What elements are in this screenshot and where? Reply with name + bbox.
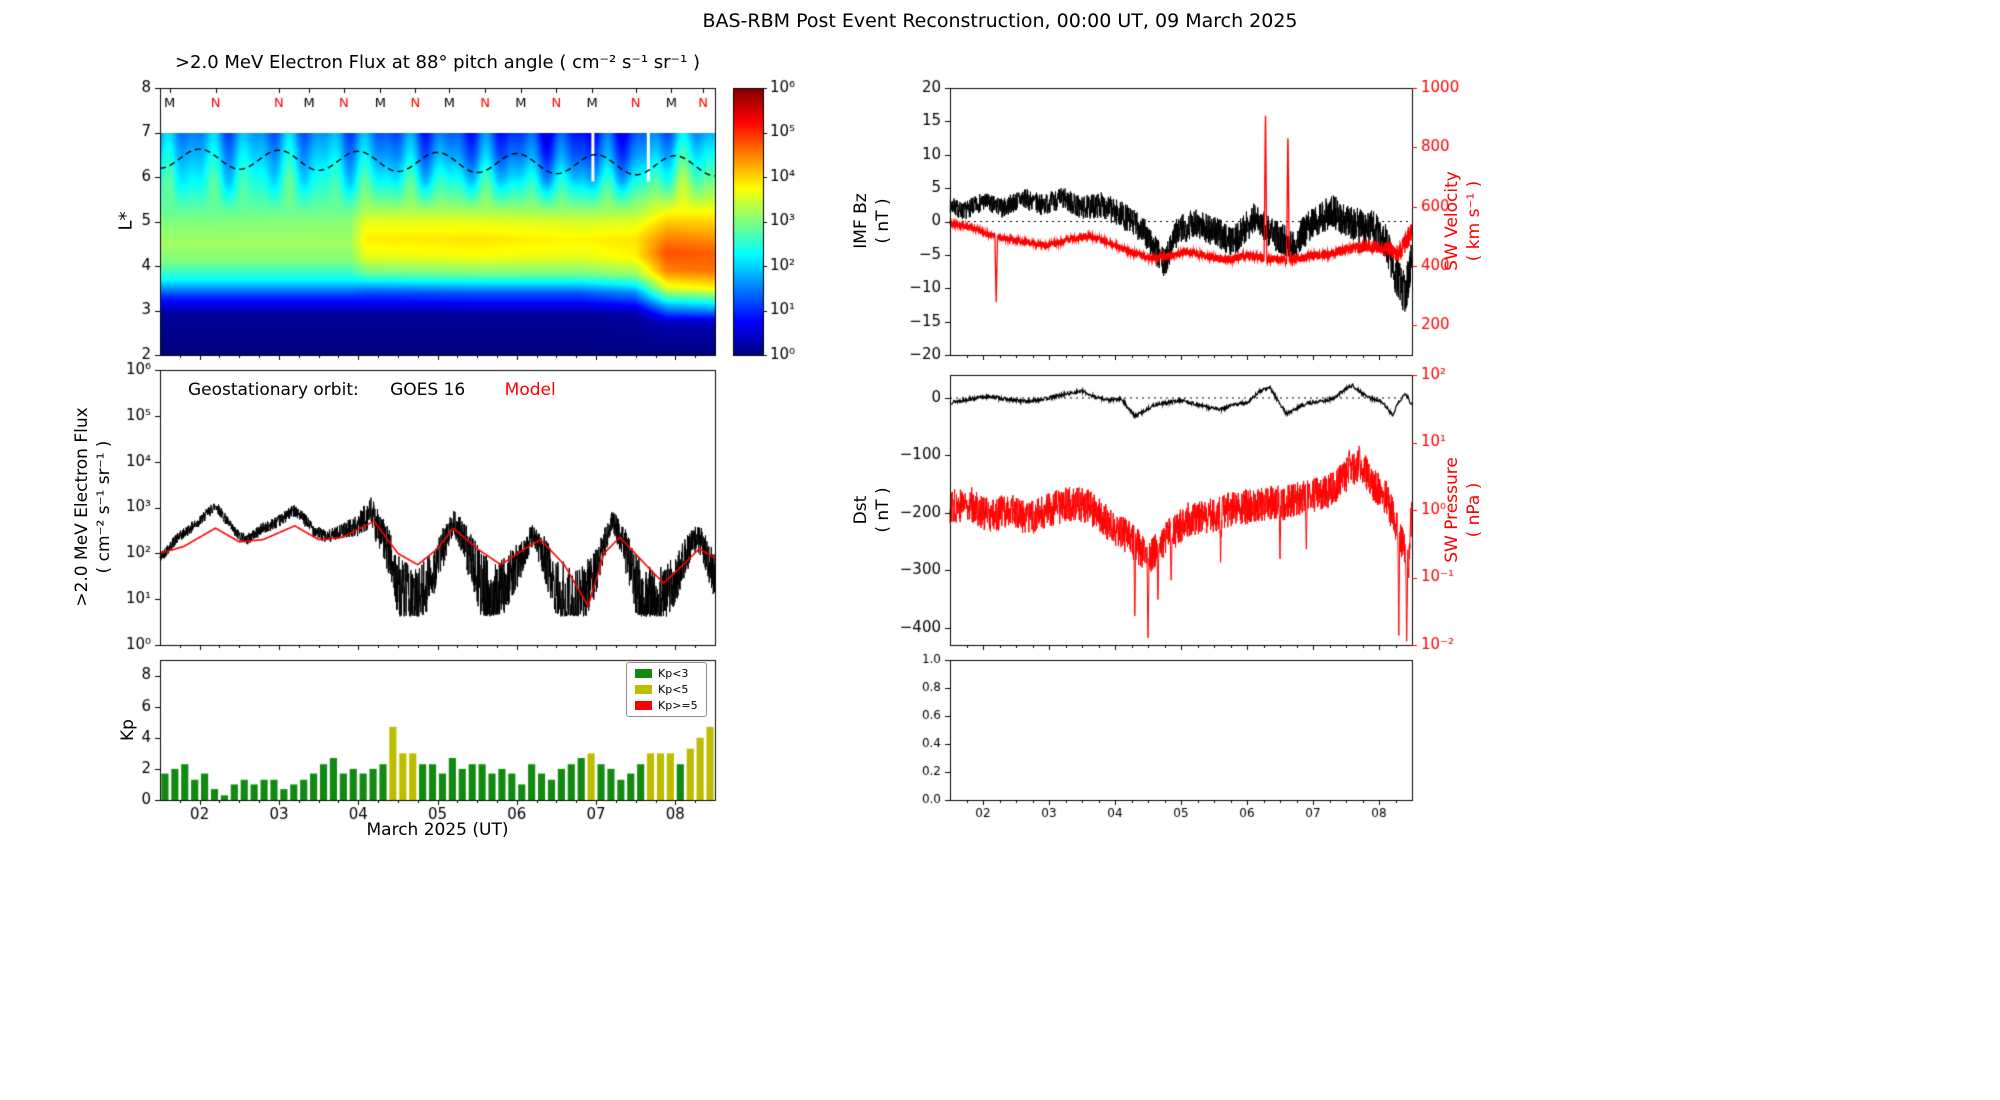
kp-y-axis-label: Kp bbox=[118, 719, 138, 741]
annotation-goes-label: GOES 16 bbox=[390, 380, 466, 400]
sw-pressure-y-axis-label: SW Pressure ( nPa ) bbox=[1441, 457, 1485, 563]
kp-legend-item-high: Kp>=5 bbox=[635, 699, 698, 712]
kp-legend-item-low: Kp<3 bbox=[635, 667, 698, 680]
imf-bz-y-axis-label: IMF Bz ( nT ) bbox=[850, 193, 894, 248]
dst-label-line1: Dst bbox=[850, 495, 871, 525]
annotation-model-label: Model bbox=[504, 380, 556, 400]
flux-y-axis-label: >2.0 MeV Electron Flux ( cm⁻² s⁻¹ sr⁻¹ ) bbox=[71, 407, 115, 606]
kp-legend-item-mid: Kp<5 bbox=[635, 683, 698, 696]
kp-legend-swatch-low bbox=[635, 669, 652, 678]
kp-x-axis-label: March 2025 (UT) bbox=[366, 820, 509, 840]
sw-velocity-y-axis-label: SW Velocity ( km s⁻¹ ) bbox=[1441, 171, 1485, 271]
annotation-orbit-label: Geostationary orbit: bbox=[188, 380, 359, 400]
imf-bz-label-line2: ( nT ) bbox=[873, 198, 893, 244]
dst-label-line2: ( nT ) bbox=[873, 487, 893, 533]
flux-annotation: Geostationary orbit: GOES 16 Model bbox=[188, 380, 556, 400]
kp-legend: Kp<3 Kp<5 Kp>=5 bbox=[626, 662, 707, 717]
heatmap-y-axis-label: L* bbox=[115, 211, 137, 231]
flux-y-axis-label-line1: >2.0 MeV Electron Flux bbox=[71, 407, 92, 607]
dst-y-axis-label: Dst ( nT ) bbox=[850, 487, 894, 532]
sw-velocity-label-line1: SW Velocity bbox=[1441, 171, 1462, 271]
kp-legend-label-low: Kp<3 bbox=[658, 667, 689, 680]
sw-velocity-label-line2: ( km s⁻¹ ) bbox=[1464, 180, 1484, 262]
kp-legend-label-high: Kp>=5 bbox=[658, 699, 698, 712]
kp-legend-label-mid: Kp<5 bbox=[658, 683, 689, 696]
figure-title: BAS-RBM Post Event Reconstruction, 00:00… bbox=[702, 10, 1298, 32]
flux-y-axis-label-line2: ( cm⁻² s⁻¹ sr⁻¹ ) bbox=[94, 440, 114, 574]
kp-legend-swatch-mid bbox=[635, 685, 652, 694]
imf-bz-label-line1: IMF Bz bbox=[850, 193, 871, 249]
heatmap-title: >2.0 MeV Electron Flux at 88° pitch angl… bbox=[174, 52, 701, 73]
sw-pressure-label-line1: SW Pressure bbox=[1441, 457, 1462, 563]
kp-legend-swatch-high bbox=[635, 701, 652, 710]
sw-pressure-label-line2: ( nPa ) bbox=[1464, 482, 1484, 538]
